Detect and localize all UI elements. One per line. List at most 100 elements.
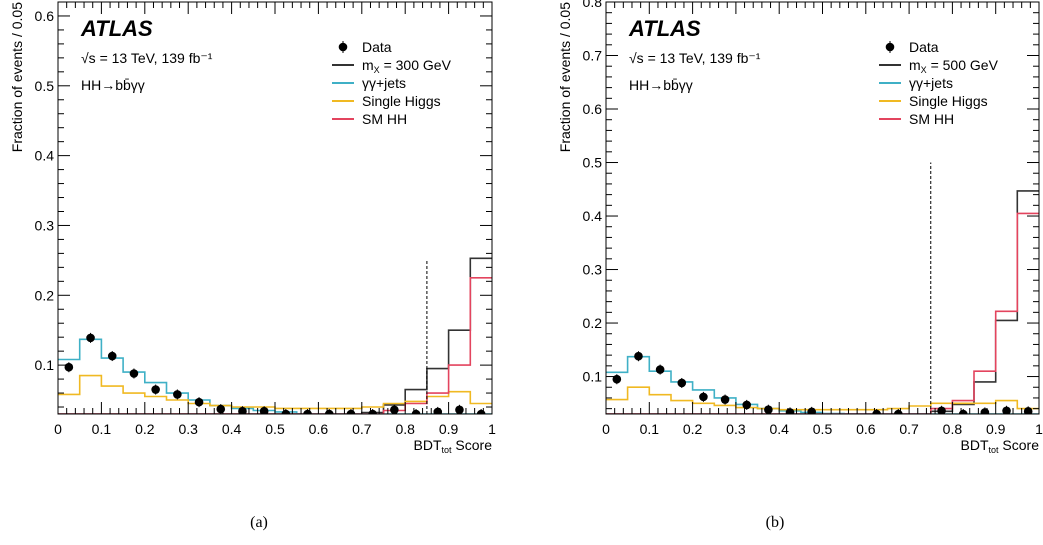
y-tick-label: 0.4 [35, 148, 55, 164]
data-point [390, 405, 399, 414]
x-tick-label: 1 [488, 421, 496, 437]
legend-entry: Data [909, 39, 939, 55]
x-tick-label: 0.5 [265, 421, 285, 437]
x-tick-label: 0 [54, 421, 62, 437]
x-tick-label: 0 [602, 421, 610, 437]
y-tick-label: 0.8 [583, 0, 603, 10]
data-point [455, 405, 464, 414]
legend-entry: γγ+jets [909, 75, 953, 91]
panel-a: 0 0.1 0.2 0.3 0.4 0.5 0.6 0.7 0.8 0.9 1 0.1 0.2 0.3 0.… [9, 1, 496, 455]
data-point [64, 362, 74, 372]
panel-caption-b: (b) [765, 514, 785, 531]
legend-entry: Single Higgs [362, 93, 441, 109]
x-tick-label: 0.1 [92, 421, 112, 437]
y-tick-label: 0.5 [35, 78, 55, 94]
data-point [720, 395, 730, 404]
series-m-x-300-gev-line [58, 257, 492, 414]
legend-entry-subscript: X [921, 65, 927, 75]
data-point [433, 407, 443, 414]
data-point [151, 385, 160, 394]
x-axis-label-rest: Score [999, 437, 1040, 453]
x-axis-label-main: BDT [961, 437, 989, 453]
data-point [677, 378, 687, 388]
panel-caption-a: (a) [250, 514, 268, 531]
x-axis-label-subscript: tot [442, 445, 453, 455]
data-point [107, 351, 117, 361]
data-point [634, 351, 643, 361]
x-tick-label: 0.8 [395, 421, 415, 437]
y-axis-label: Fraction of events / 0.05 [9, 2, 25, 152]
x-axis-label-rest: Score [452, 437, 493, 453]
data-point [216, 404, 226, 414]
x-tick-label: 0.4 [769, 421, 789, 437]
x-axis-label-subscript: tot [989, 445, 1000, 455]
data-point [129, 369, 139, 378]
data-point [86, 333, 95, 343]
data-point [785, 408, 795, 414]
y-tick-label: 0.6 [583, 101, 603, 117]
x-axis-label-main: BDT [414, 437, 442, 453]
y-tick-label: 0.1 [583, 369, 603, 385]
data-point [742, 400, 752, 410]
x-axis-label: BDTtot Score [414, 437, 493, 455]
data-point [699, 392, 708, 402]
x-tick-label: 0.9 [986, 421, 1006, 437]
energy-lumi-label: √s = 13 TeV, 139 fb⁻¹ [629, 50, 761, 66]
data-point [612, 374, 622, 384]
x-tick-label: 1 [1035, 421, 1043, 437]
legend-entry: γγ+jets [362, 75, 406, 91]
experiment-label: ATLAS [80, 16, 153, 41]
plot-area [606, 190, 1039, 414]
y-tick-label: 0.3 [583, 262, 603, 278]
legend-entry-rest: = 300 GeV [380, 57, 452, 73]
x-tick-label: 0.9 [439, 421, 459, 437]
x-tick-label: 0.8 [943, 421, 963, 437]
x-tick-label: 0.2 [135, 421, 155, 437]
legend-entry-main: m [909, 57, 921, 73]
x-tick-label: 0.6 [309, 421, 329, 437]
data-point [194, 397, 204, 407]
x-tick-label: 0.7 [352, 421, 372, 437]
x-tick-label: 0.3 [178, 421, 198, 437]
y-tick-label: 0.4 [583, 208, 603, 224]
legend-entry: Data [362, 39, 392, 55]
data-point [764, 405, 773, 414]
legend-entry-subscript: X [374, 65, 380, 75]
x-tick-label: 0.4 [222, 421, 242, 437]
legend-entry-rest: = 500 GeV [927, 57, 999, 73]
y-tick-label: 0.3 [35, 217, 55, 233]
experiment-label: ATLAS [628, 16, 701, 41]
panel-b: 0 0.1 0.2 0.3 0.4 0.5 0.6 0.7 0.8 0.9 1 0.1 0.2 0.3 0.… [557, 0, 1043, 455]
series-m-x-500-gev-line [606, 190, 1039, 414]
y-tick-label: 0.2 [583, 315, 603, 331]
data-point [655, 365, 665, 374]
data-point [173, 390, 182, 399]
y-tick-label: 0.1 [35, 357, 55, 373]
legend-entry: mX = 300 GeV [362, 57, 452, 75]
x-tick-label: 0.6 [856, 421, 876, 437]
process-label: HH→bb̄γγ [629, 77, 693, 93]
y-tick-label: 0.5 [583, 155, 603, 171]
legend-entry: SM HH [909, 111, 954, 127]
y-axis-label: Fraction of events / 0.05 [557, 2, 573, 152]
x-axis-label: BDTtot Score [961, 437, 1040, 455]
series-sm-hh-line [58, 277, 492, 414]
series-sm-hh-line [606, 212, 1039, 414]
legend-entry-main: m [362, 57, 374, 73]
y-tick-label: 0.7 [583, 48, 603, 64]
process-label: HH→bb̄γγ [81, 77, 145, 93]
energy-lumi-label: √s = 13 TeV, 139 fb⁻¹ [81, 50, 213, 66]
x-tick-label: 0.1 [640, 421, 660, 437]
x-tick-label: 0.3 [726, 421, 746, 437]
legend-entry: mX = 500 GeV [909, 57, 999, 75]
data-point [807, 407, 816, 414]
x-tick-label: 0.2 [683, 421, 703, 437]
data-point [980, 408, 990, 414]
legend-entry: SM HH [362, 111, 407, 127]
x-tick-label: 0.5 [813, 421, 833, 437]
y-tick-label: 0.2 [35, 287, 55, 303]
legend-entry: Single Higgs [909, 93, 988, 109]
x-tick-label: 0.7 [899, 421, 919, 437]
y-tick-label: 0.6 [35, 8, 55, 24]
